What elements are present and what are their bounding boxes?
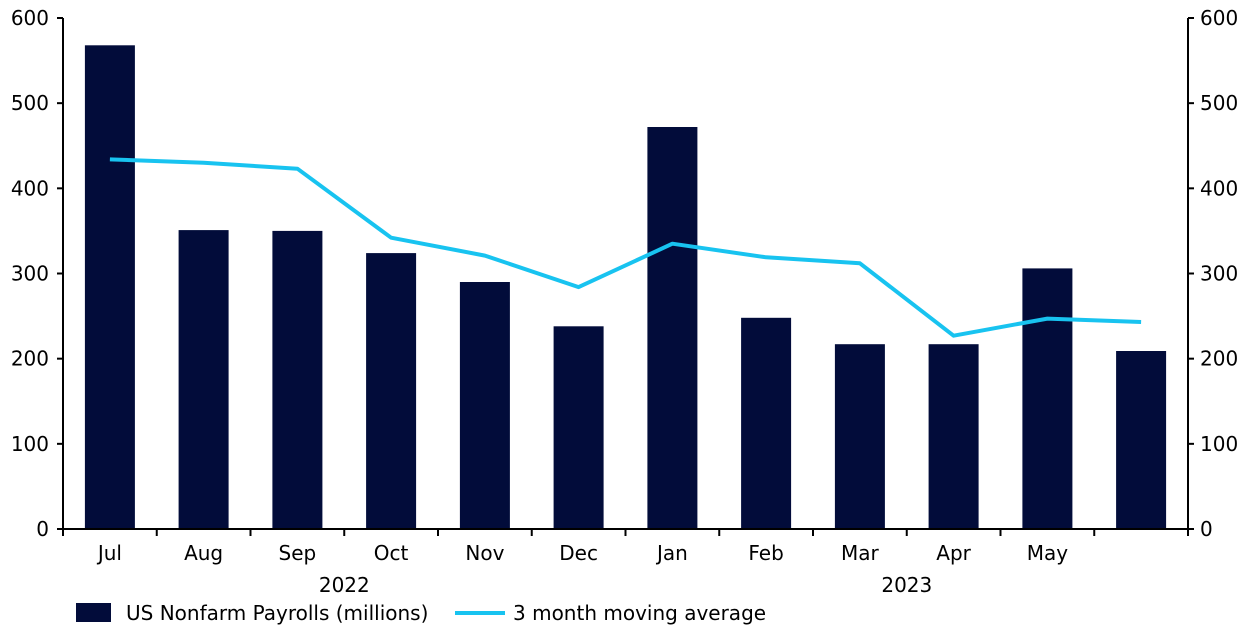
bar-apr	[928, 344, 979, 529]
x-tick-label-dec: Dec	[559, 541, 598, 565]
bar-jun	[1116, 351, 1167, 529]
y-tick-label-right: 200	[1200, 347, 1238, 371]
y-tick-label-left: 500	[11, 91, 49, 115]
x-tick-label-apr: Apr	[936, 541, 971, 565]
y-tick-label-right: 400	[1200, 176, 1238, 200]
y-tick-label-left: 600	[11, 6, 49, 30]
legend-label-payrolls: US Nonfarm Payrolls (millions)	[126, 601, 428, 625]
x-tick-label-feb: Feb	[748, 541, 783, 565]
x-tick-label-nov: Nov	[465, 541, 504, 565]
y-tick-label-left: 400	[11, 176, 49, 200]
y-tick-label-right: 300	[1200, 262, 1238, 286]
y-tick-label-right: 0	[1200, 517, 1213, 541]
year-label-2023: 2023	[881, 573, 932, 597]
bar-nov	[459, 282, 510, 529]
x-tick-label-jul: Jul	[96, 541, 122, 565]
axes-layer: 0 100 200 300 400 500 600 0 100 200 300 400 500 600 Ju…	[11, 6, 1238, 597]
x-tick-label-aug: Aug	[184, 541, 223, 565]
y-tick-label-left: 0	[36, 517, 49, 541]
y-tick-label-left: 100	[11, 432, 49, 456]
x-tick-label-oct: Oct	[374, 541, 409, 565]
x-tick-label-mar: Mar	[841, 541, 880, 565]
moving-average-layer	[109, 157, 1142, 338]
bar-jul	[84, 45, 135, 530]
y-tick-label-right: 600	[1200, 6, 1238, 30]
bar-oct	[366, 253, 417, 529]
y-tick-label-right: 500	[1200, 91, 1238, 115]
bar-sep	[272, 230, 323, 529]
y-tick-label-right: 100	[1200, 432, 1238, 456]
y-tick-label-left: 200	[11, 347, 49, 371]
legend-label-moving-average: 3 month moving average	[513, 601, 766, 625]
bar-aug	[178, 230, 229, 529]
legend: US Nonfarm Payrolls (millions) 3 month mo…	[76, 601, 766, 625]
x-tick-label-jan: Jan	[655, 541, 688, 565]
y-tick-label-left: 300	[11, 262, 49, 286]
bars-layer	[84, 45, 1167, 530]
bar-may	[1022, 268, 1073, 529]
year-label-2022: 2022	[319, 573, 370, 597]
bar-jan	[647, 127, 698, 529]
x-tick-label-sep: Sep	[279, 541, 317, 565]
bar-dec	[553, 326, 604, 529]
legend-swatch-payrolls	[76, 603, 111, 622]
x-tick-label-may: May	[1027, 541, 1069, 565]
bar-mar	[834, 344, 885, 529]
moving-average-line	[109, 157, 1142, 338]
bar-feb	[741, 317, 792, 529]
